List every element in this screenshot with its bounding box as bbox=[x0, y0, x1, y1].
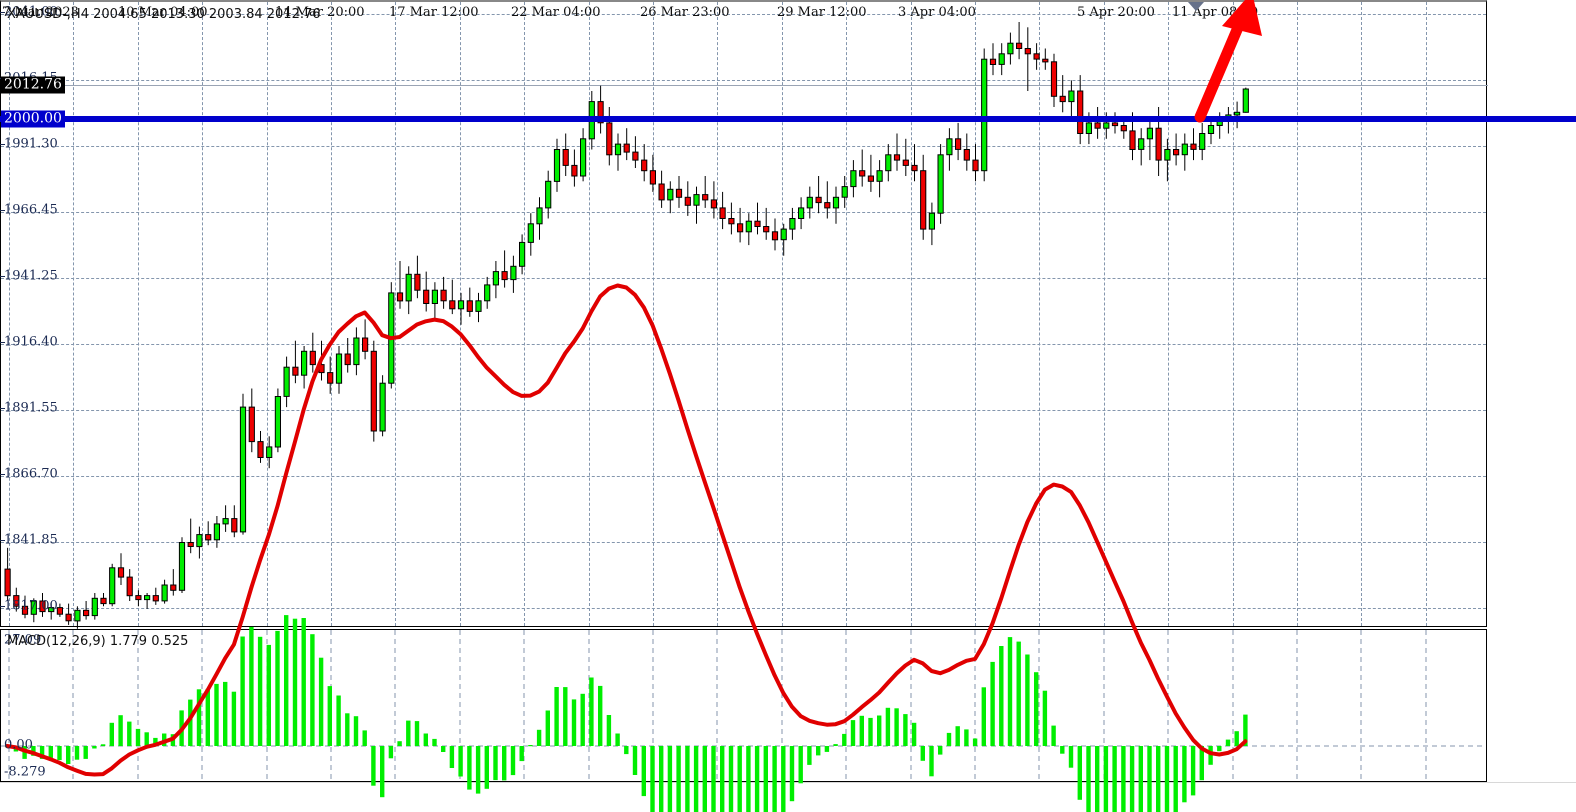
price-gridline bbox=[1, 476, 1486, 477]
price-gridline bbox=[1, 344, 1486, 345]
time-gridline bbox=[524, 2, 525, 626]
price-axis-label: 1991.30 bbox=[4, 136, 58, 152]
time-axis-label: 11 Apr 08:00 bbox=[1172, 5, 1259, 20]
time-gridline bbox=[846, 2, 847, 626]
time-gridline bbox=[911, 2, 912, 626]
price-axis-tick bbox=[0, 342, 5, 343]
time-axis-label: 17 Mar 12:00 bbox=[389, 5, 479, 20]
time-gridline bbox=[73, 2, 74, 626]
price-axis-tick bbox=[0, 408, 5, 409]
price-axis-label: 1817.00 bbox=[4, 598, 58, 614]
chart-header-label: XAUUSD-,H4 2004.65 2013.30 2003.84 2012.… bbox=[7, 7, 321, 22]
last-price-badge: 2012.76 bbox=[1, 76, 65, 94]
price-axis-label: 1891.55 bbox=[4, 400, 58, 416]
time-gridline bbox=[138, 2, 139, 626]
price-gridline bbox=[1, 278, 1486, 279]
time-axis-label: 3 Apr 04:00 bbox=[898, 5, 976, 20]
macd-label: MACD(12,26,9) 1.779 0.525 bbox=[7, 634, 189, 649]
time-gridline bbox=[202, 2, 203, 626]
time-gridline bbox=[1104, 2, 1105, 626]
price-axis-tick bbox=[0, 210, 5, 211]
time-gridline bbox=[395, 2, 396, 626]
time-axis-label: 22 Mar 04:00 bbox=[511, 5, 601, 20]
time-axis[interactable]: 7 Mar 2023 10 Mar 04:00 14 Mar 20:00 17 Mar… bbox=[0, 5, 1576, 812]
time-axis-label: 7 Mar 2023 bbox=[2, 5, 79, 20]
price-gridline bbox=[1, 608, 1486, 609]
time-axis-label: 29 Mar 12:00 bbox=[777, 5, 867, 20]
support-level-badge[interactable]: 2000.00 bbox=[1, 110, 65, 128]
macd-axis-label: 27.09 bbox=[4, 632, 42, 648]
chart-marker-icon bbox=[1188, 2, 1204, 11]
candlestick-series bbox=[4, 22, 1249, 629]
macd-series bbox=[1, 283, 1486, 812]
price-axis-label: 2041.00 bbox=[4, 4, 58, 20]
time-gridline bbox=[9, 2, 10, 626]
time-axis-label: 10 Mar 04:00 bbox=[118, 5, 208, 20]
price-gridline bbox=[1, 212, 1486, 213]
price-axis-tick bbox=[0, 606, 5, 607]
price-gridline bbox=[1, 80, 1486, 81]
price-axis-tick bbox=[0, 144, 5, 145]
price-axis-label: 1916.40 bbox=[4, 334, 58, 350]
time-gridline bbox=[782, 2, 783, 626]
price-gridline bbox=[1, 14, 1486, 15]
macd-axis-label: 0.00 bbox=[4, 737, 33, 753]
price-axis-label: 1966.45 bbox=[4, 202, 58, 218]
time-axis-label: 14 Mar 20:00 bbox=[275, 5, 365, 20]
price-axis-tick bbox=[0, 540, 5, 541]
price-axis-label: 1841.85 bbox=[4, 532, 58, 548]
time-gridline bbox=[653, 2, 654, 626]
price-axis-label: 1941.25 bbox=[4, 268, 58, 284]
last-price-line bbox=[1, 85, 1488, 86]
price-axis-label: 1866.70 bbox=[4, 466, 58, 482]
support-level-line[interactable] bbox=[0, 116, 1576, 122]
price-axis-tick bbox=[0, 474, 5, 475]
time-gridline bbox=[1233, 2, 1234, 626]
time-gridline bbox=[1168, 2, 1169, 626]
time-gridline bbox=[1361, 2, 1362, 626]
time-gridline bbox=[1297, 2, 1298, 626]
time-axis-label: 26 Mar 23:00 bbox=[640, 5, 730, 20]
price-gridline bbox=[1, 410, 1486, 411]
price-gridline bbox=[1, 542, 1486, 543]
time-gridline bbox=[331, 2, 332, 626]
time-axis-label: 5 Apr 20:00 bbox=[1077, 5, 1155, 20]
time-gridline bbox=[267, 2, 268, 626]
macd-axis-label: -8.279 bbox=[4, 764, 46, 780]
price-axis-tick bbox=[0, 12, 5, 13]
time-gridline bbox=[975, 2, 976, 626]
time-gridline bbox=[717, 2, 718, 626]
time-gridline bbox=[1426, 2, 1427, 626]
macd-indicator-panel[interactable]: MACD(12,26,9) 1.779 0.525 bbox=[0, 283, 1487, 812]
price-chart-panel[interactable]: XAUUSD-,H4 2004.65 2013.30 2003.84 2012.… bbox=[0, 0, 1488, 629]
price-axis-tick bbox=[0, 276, 5, 277]
price-gridline bbox=[1, 146, 1486, 147]
time-gridline bbox=[1039, 2, 1040, 626]
